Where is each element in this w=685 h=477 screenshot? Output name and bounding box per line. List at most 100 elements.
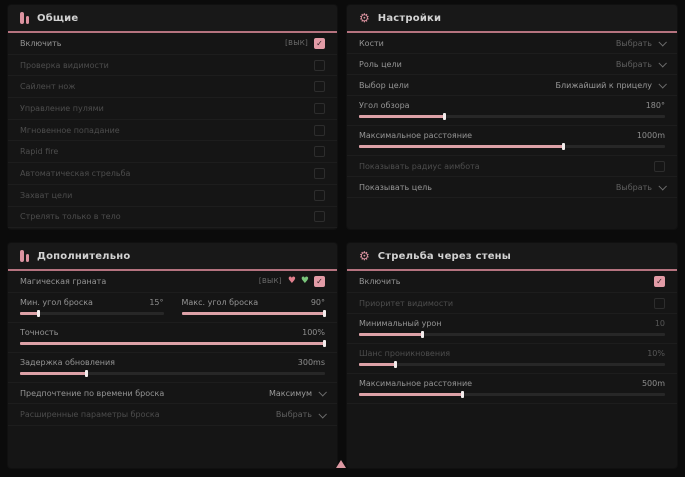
slider-thumb[interactable]	[421, 331, 425, 339]
slider-value: 100%	[302, 327, 325, 337]
slider-thumb[interactable]	[442, 113, 446, 120]
row-throw-angles: Мин. угол броска 15° Макс. угол броска 9…	[8, 293, 337, 323]
row-label: Предпочтение по времени броска	[20, 388, 165, 398]
slider-thumb[interactable]	[323, 339, 326, 347]
gear-icon: ⚙	[359, 11, 370, 25]
row-label: Максимальное расстояние	[359, 131, 473, 140]
row-label: Показывать цель	[359, 182, 432, 192]
slider-value: 10	[654, 319, 665, 329]
row-label: Роль цели	[359, 59, 402, 69]
chevron-down-icon	[658, 59, 667, 68]
rapid-fire-checkbox[interactable]	[314, 146, 325, 158]
visibility-priority-checkbox[interactable]	[654, 297, 665, 309]
row-show-target: Показывать цель Выбрать	[347, 177, 677, 198]
panel-wallbang-header[interactable]: ⚙ Стрельба через стены	[347, 243, 677, 271]
fov-slider[interactable]	[359, 113, 665, 120]
show-target-dropdown[interactable]: Выбрать	[615, 182, 667, 192]
row-label: Угол обзора	[359, 101, 410, 110]
dropdown-value: Выбрать	[615, 182, 652, 192]
advanced-throw-dropdown[interactable]: Выбрать	[275, 409, 327, 420]
dropdown-value: Выбрать	[275, 410, 312, 420]
row-target-select: Выбор цели Ближайший к прицелу	[347, 75, 677, 96]
slider-thumb[interactable]	[323, 309, 326, 317]
heart-green-icon[interactable]: ♥	[300, 275, 309, 286]
throw-time-dropdown[interactable]: Максимум	[268, 388, 327, 398]
panel-general: Общие Включить [ВЫК] ✓ Проверка видимост…	[8, 5, 337, 229]
row-label: Максимальное расстояние	[359, 379, 473, 389]
auto-fire-checkbox[interactable]	[314, 167, 325, 179]
row-penetration-chance: Шанс проникновения 10%	[347, 344, 677, 375]
panel-settings-header[interactable]: ⚙ Настройки	[347, 5, 677, 33]
target-lock-checkbox[interactable]	[314, 189, 325, 201]
row-rapid-fire: Rapid fire	[8, 141, 337, 164]
slider-thumb[interactable]	[393, 361, 397, 369]
slider-value: 180°	[645, 101, 665, 110]
row-throw-time: Предпочтение по времени броска Максимум	[8, 383, 337, 405]
row-label: Точность	[20, 327, 59, 337]
chevron-down-icon	[318, 388, 327, 397]
instant-hit-checkbox[interactable]	[314, 124, 325, 136]
row-min-damage: Минимальный урон 10	[347, 314, 677, 345]
enable-checkbox[interactable]: ✓	[314, 37, 325, 49]
row-label: Управление пулями	[20, 103, 104, 113]
max-distance-slider[interactable]	[359, 143, 665, 150]
target-select-dropdown[interactable]: Ближайший к прицелу	[556, 80, 667, 90]
row-wallbang-enable: Включить ✓	[347, 271, 677, 293]
magic-grenade-checkbox[interactable]: ✓	[314, 275, 325, 287]
keybind-tag: [ВЫК]	[258, 277, 282, 286]
row-label: Расширенные параметры броска	[20, 410, 160, 420]
row-fov: Угол обзора 180°	[347, 96, 677, 126]
row-label: Задержка обновления	[20, 357, 115, 367]
row-label: Захват цели	[20, 190, 73, 200]
bones-dropdown[interactable]: Выбрать	[615, 38, 667, 48]
min-angle-slider[interactable]	[20, 309, 164, 317]
slider-thumb[interactable]	[85, 369, 89, 377]
panel-additional: Дополнительно Магическая граната [ВЫК] ♥…	[8, 243, 337, 468]
row-label: Автоматическая стрельба	[20, 168, 131, 178]
wall-max-distance-slider[interactable]	[359, 391, 665, 399]
bullet-control-checkbox[interactable]	[314, 102, 325, 114]
panel-wallbang: ⚙ Стрельба через стены Включить ✓ Приори…	[347, 243, 677, 468]
row-target-role: Роль цели Выбрать	[347, 54, 677, 75]
chevron-down-icon	[658, 182, 667, 191]
slider-value: 10%	[647, 349, 665, 359]
panel-title: Дополнительно	[37, 250, 131, 262]
heart-pink-icon[interactable]: ♥	[287, 275, 296, 286]
dropdown-value: Максимум	[268, 388, 312, 398]
slider-value: 15°	[149, 297, 164, 307]
row-bones: Кости Выбрать	[347, 33, 677, 54]
penetration-chance-slider[interactable]	[359, 361, 665, 369]
row-label: Rapid fire	[20, 147, 59, 157]
row-label: Включить	[359, 276, 401, 286]
row-advanced-throw: Расширенные параметры броска Выбрать	[8, 404, 337, 427]
check-icon: ✓	[656, 276, 663, 286]
slider-thumb[interactable]	[461, 391, 465, 399]
show-radius-checkbox[interactable]	[654, 160, 665, 172]
target-role-dropdown[interactable]: Выбрать	[616, 59, 667, 69]
row-update-delay: Задержка обновления 300ms	[8, 353, 337, 383]
row-bullet-control: Управление пулями	[8, 98, 337, 120]
dropdown-value: Выбрать	[615, 38, 652, 48]
row-label: Макс. угол броска	[181, 297, 259, 307]
silent-knife-checkbox[interactable]	[314, 81, 325, 93]
row-accuracy: Точность 100%	[8, 323, 337, 353]
max-angle-slider[interactable]	[181, 309, 326, 317]
slider-thumb[interactable]	[36, 309, 40, 317]
panel-settings: ⚙ Настройки Кости Выбрать Роль цели Выбр…	[347, 5, 677, 229]
slider-value: 90°	[310, 297, 325, 307]
row-label: Показывать радиус аимбота	[359, 161, 480, 171]
cursor-marker	[336, 460, 346, 468]
accuracy-slider[interactable]	[20, 339, 326, 347]
row-auto-fire: Автоматическая стрельба	[8, 163, 337, 185]
panel-general-header[interactable]: Общие	[8, 5, 337, 33]
visibility-check-checkbox[interactable]	[314, 59, 325, 71]
min-damage-slider[interactable]	[359, 331, 665, 339]
min-angle-group: Мин. угол броска 15°	[20, 296, 164, 317]
body-only-checkbox[interactable]	[314, 211, 325, 223]
wallbang-enable-checkbox[interactable]: ✓	[654, 275, 665, 287]
slider-thumb[interactable]	[562, 143, 566, 150]
panel-additional-header[interactable]: Дополнительно	[8, 243, 337, 271]
gear-icon: ⚙	[359, 249, 370, 263]
update-delay-slider[interactable]	[20, 369, 325, 377]
